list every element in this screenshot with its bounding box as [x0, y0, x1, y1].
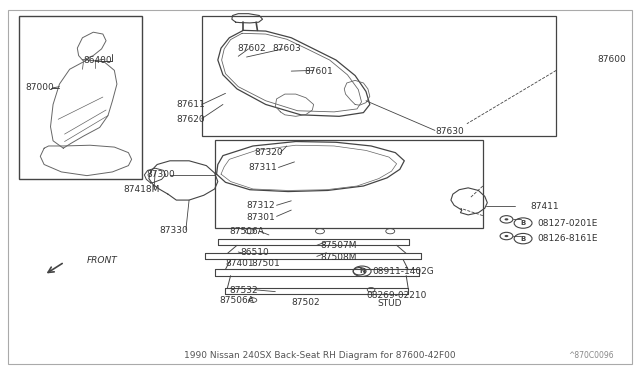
Text: 87620: 87620 — [176, 115, 205, 124]
Text: 87600: 87600 — [598, 55, 627, 64]
Text: 87630: 87630 — [435, 126, 464, 136]
Text: 87330: 87330 — [159, 226, 188, 235]
Circle shape — [504, 218, 508, 221]
Text: 87411: 87411 — [531, 202, 559, 211]
Text: B: B — [520, 220, 525, 226]
Text: 87603: 87603 — [272, 44, 301, 53]
Text: 87506A: 87506A — [219, 296, 254, 305]
Text: ^870C0096: ^870C0096 — [568, 351, 614, 360]
Text: 08126-8161E: 08126-8161E — [537, 234, 598, 243]
Text: 87311: 87311 — [248, 163, 277, 172]
Text: 86510: 86510 — [240, 248, 269, 257]
Text: 87602: 87602 — [237, 44, 266, 53]
Text: 87532: 87532 — [229, 286, 258, 295]
Text: 08269-02210: 08269-02210 — [366, 291, 426, 300]
Text: 87418M: 87418M — [124, 185, 160, 194]
Bar — [19, 16, 143, 179]
Text: 87300: 87300 — [147, 170, 175, 179]
Bar — [214, 140, 483, 228]
Text: 87320: 87320 — [255, 148, 284, 157]
Text: FRONT: FRONT — [87, 256, 118, 265]
Text: 87507M: 87507M — [320, 241, 356, 250]
Text: 86400: 86400 — [84, 56, 113, 65]
Bar — [202, 16, 556, 136]
Text: 87502: 87502 — [291, 298, 320, 307]
Text: 08127-0201E: 08127-0201E — [537, 219, 598, 228]
Text: N: N — [359, 268, 365, 274]
Text: 87401: 87401 — [225, 259, 254, 267]
Text: 87301: 87301 — [246, 213, 275, 222]
Text: STUD: STUD — [378, 299, 402, 308]
Text: 87000: 87000 — [25, 83, 54, 92]
Text: 87508M: 87508M — [320, 253, 356, 262]
Circle shape — [504, 235, 508, 237]
Text: B: B — [520, 235, 525, 242]
Text: 87611: 87611 — [176, 100, 205, 109]
Text: 87601: 87601 — [304, 67, 333, 76]
Text: 08911-1402G: 08911-1402G — [372, 267, 434, 276]
Text: 87506A: 87506A — [229, 227, 264, 236]
Text: 87501: 87501 — [251, 259, 280, 267]
Text: 1990 Nissan 240SX Back-Seat RH Diagram for 87600-42F00: 1990 Nissan 240SX Back-Seat RH Diagram f… — [184, 351, 456, 360]
Text: 87312: 87312 — [246, 201, 275, 210]
